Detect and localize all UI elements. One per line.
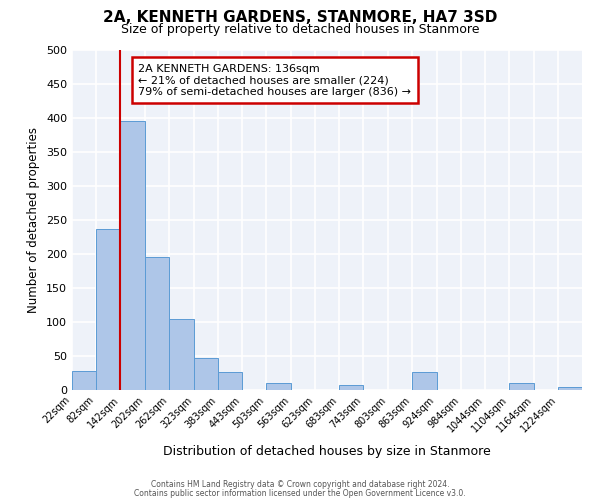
Bar <box>509 382 533 390</box>
Bar <box>218 372 242 390</box>
Text: Contains public sector information licensed under the Open Government Licence v3: Contains public sector information licen… <box>134 488 466 498</box>
X-axis label: Distribution of detached houses by size in Stanmore: Distribution of detached houses by size … <box>163 445 491 458</box>
Bar <box>266 382 290 390</box>
Bar <box>145 256 169 390</box>
Bar <box>412 372 437 390</box>
Bar <box>121 122 145 390</box>
Bar <box>194 358 218 390</box>
Bar <box>558 386 582 390</box>
Text: Contains HM Land Registry data © Crown copyright and database right 2024.: Contains HM Land Registry data © Crown c… <box>151 480 449 489</box>
Bar <box>72 371 96 390</box>
Bar <box>169 320 194 390</box>
Text: 2A, KENNETH GARDENS, STANMORE, HA7 3SD: 2A, KENNETH GARDENS, STANMORE, HA7 3SD <box>103 10 497 25</box>
Bar <box>96 229 121 390</box>
Text: 2A KENNETH GARDENS: 136sqm
← 21% of detached houses are smaller (224)
79% of sem: 2A KENNETH GARDENS: 136sqm ← 21% of deta… <box>139 64 412 97</box>
Bar <box>339 384 364 390</box>
Y-axis label: Number of detached properties: Number of detached properties <box>28 127 40 313</box>
Text: Size of property relative to detached houses in Stanmore: Size of property relative to detached ho… <box>121 22 479 36</box>
